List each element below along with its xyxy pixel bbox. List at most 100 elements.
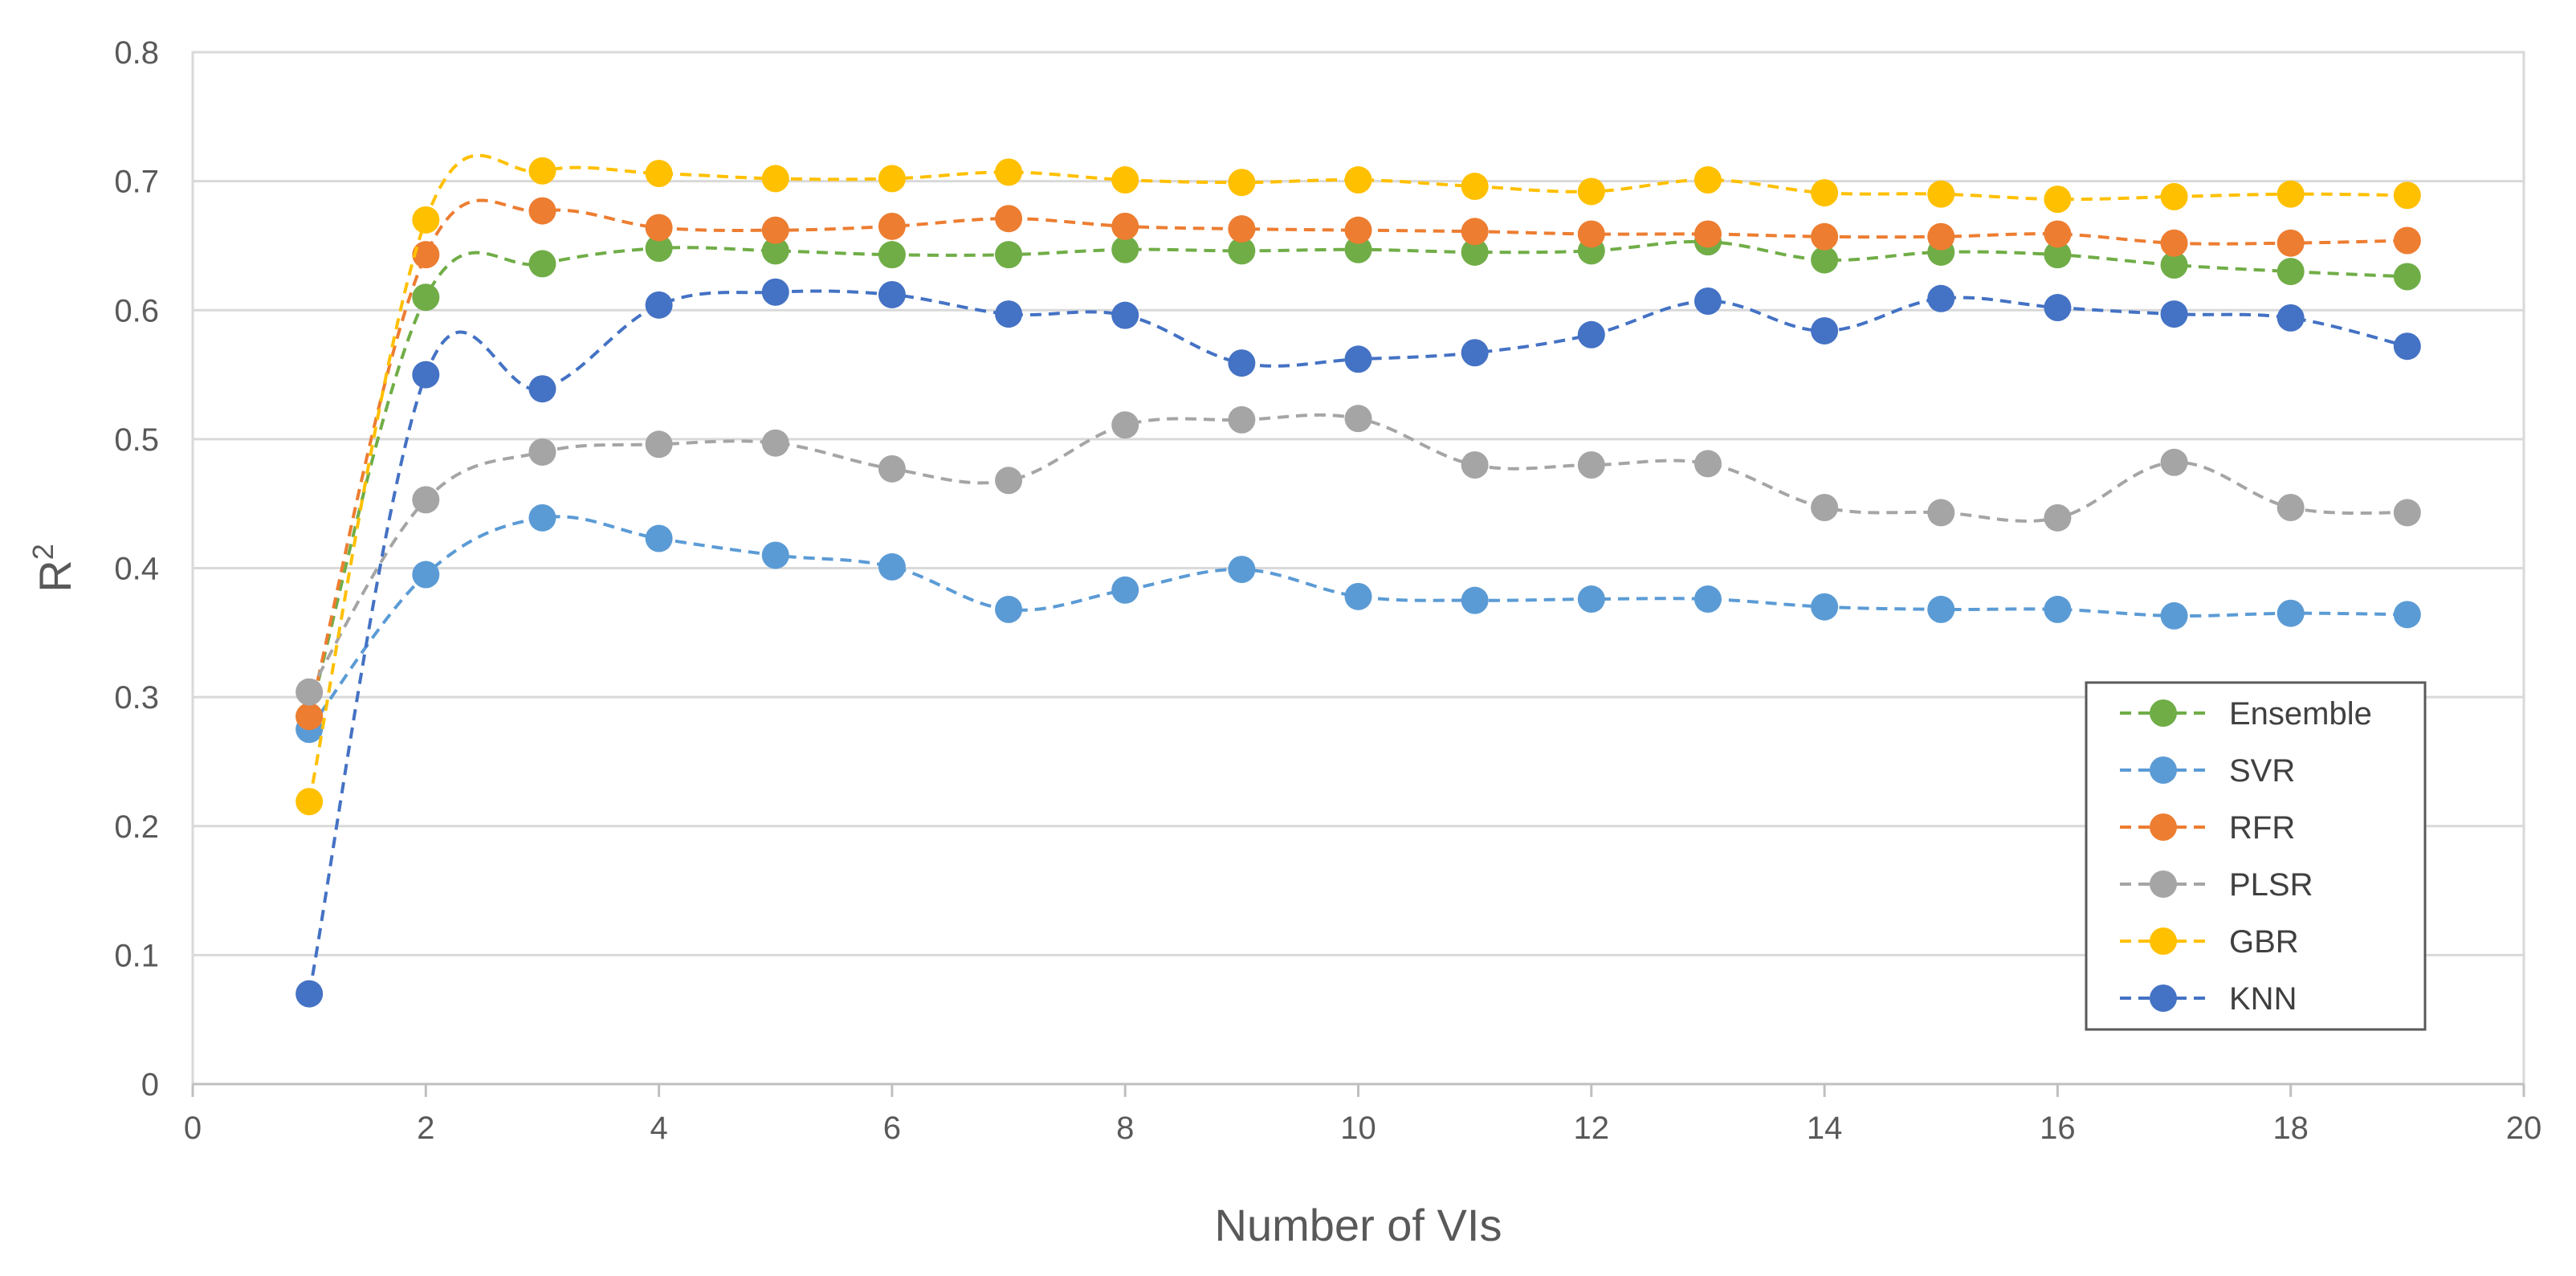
x-tick-label: 20: [2506, 1111, 2542, 1146]
legend-item-knn: KNN: [2120, 981, 2297, 1017]
data-point-svr: [761, 541, 789, 569]
data-point-gbr: [761, 165, 789, 193]
y-axis-title: R2: [26, 544, 80, 592]
data-point-plsr: [2160, 448, 2188, 476]
data-point-svr: [1111, 576, 1139, 604]
data-point-gbr: [296, 788, 324, 816]
x-tick-label: 12: [1574, 1111, 1610, 1146]
y-tick-label: 0.4: [114, 552, 159, 587]
data-point-plsr: [412, 486, 440, 514]
legend-item-plsr: PLSR: [2120, 867, 2313, 903]
data-point-plsr: [645, 430, 673, 459]
data-point-knn: [1577, 320, 1605, 349]
y-tick-label: 0.3: [114, 680, 159, 715]
data-point-ensemble: [1461, 238, 1489, 266]
x-tick-label: 0: [184, 1111, 202, 1146]
series-line-rfr: [308, 198, 2407, 717]
data-point-knn: [2044, 294, 2072, 322]
data-point-svr: [1577, 585, 1605, 614]
legend-label: SVR: [2229, 753, 2295, 789]
data-point-ensemble: [761, 237, 789, 265]
data-point-gbr: [1111, 166, 1139, 194]
data-point-rfr: [1577, 220, 1605, 248]
legend-item-gbr: GBR: [2120, 924, 2299, 960]
x-tick-label: 2: [417, 1111, 434, 1146]
data-point-rfr: [1461, 218, 1489, 246]
data-point-ensemble: [2160, 251, 2188, 279]
legend-item-ensemble: Ensemble: [2120, 696, 2372, 732]
data-point-ensemble: [412, 283, 440, 312]
legend-box: [2085, 681, 2427, 1031]
data-point-rfr: [1344, 216, 1372, 244]
series-svr: [296, 503, 2421, 744]
data-point-svr: [1344, 582, 1372, 610]
data-point-svr: [1461, 586, 1489, 614]
y-axis-title-main: R: [30, 560, 80, 592]
data-point-plsr: [1344, 405, 1372, 433]
data-point-gbr: [2160, 182, 2188, 210]
legend-label: RFR: [2229, 810, 2295, 846]
x-tick-label: 14: [1807, 1111, 1843, 1146]
data-point-gbr: [1461, 173, 1489, 201]
data-point-knn: [1111, 301, 1139, 329]
data-point-ensemble: [2276, 258, 2305, 286]
data-point-plsr: [296, 678, 324, 706]
legend-marker: [2150, 985, 2177, 1012]
x-tick-label: 4: [650, 1111, 667, 1146]
y-tick-label: 0.6: [114, 293, 159, 328]
data-point-plsr: [761, 429, 789, 457]
data-point-plsr: [1461, 451, 1489, 479]
data-point-gbr: [412, 206, 440, 234]
data-point-gbr: [1811, 179, 1839, 207]
data-point-rfr: [296, 703, 324, 731]
data-point-knn: [2160, 300, 2188, 328]
x-tick-label: 16: [2040, 1111, 2076, 1146]
data-point-rfr: [1811, 222, 1839, 251]
data-point-ensemble: [1344, 235, 1372, 263]
x-tick-label: 10: [1340, 1111, 1376, 1146]
data-point-ensemble: [1228, 237, 1256, 265]
y-axis-title-superscript: 2: [26, 544, 59, 560]
series-rfr: [296, 197, 2421, 731]
data-point-plsr: [1811, 494, 1839, 522]
data-point-gbr: [1344, 166, 1372, 194]
series-gbr: [296, 153, 2421, 816]
data-point-plsr: [2276, 494, 2305, 522]
x-tick-label: 8: [1116, 1111, 1134, 1146]
series-layer: [296, 153, 2421, 1008]
data-point-svr: [528, 503, 556, 532]
data-point-plsr: [1228, 406, 1256, 434]
data-point-svr: [2393, 601, 2421, 629]
legend: Ensemble SVR RFR PLSR GBR KNN: [2085, 681, 2427, 1031]
data-point-gbr: [995, 158, 1023, 186]
data-point-rfr: [1927, 222, 1955, 251]
data-point-plsr: [1577, 451, 1605, 479]
series-line-ensemble: [308, 239, 2407, 717]
data-point-svr: [995, 595, 1023, 623]
data-point-knn: [878, 280, 906, 308]
data-point-rfr: [1228, 215, 1256, 243]
data-point-gbr: [645, 159, 673, 187]
y-tick-label: 0: [141, 1067, 159, 1103]
data-point-rfr: [412, 241, 440, 269]
data-point-rfr: [878, 212, 906, 240]
data-point-rfr: [2276, 229, 2305, 257]
data-point-knn: [995, 300, 1023, 328]
data-point-gbr: [528, 157, 556, 185]
data-point-ensemble: [645, 234, 673, 263]
data-point-knn: [1811, 316, 1839, 344]
data-point-svr: [412, 561, 440, 589]
data-point-gbr: [2044, 185, 2072, 214]
y-tick-label: 0.8: [114, 35, 159, 71]
data-point-knn: [528, 375, 556, 403]
data-point-plsr: [995, 467, 1023, 495]
x-tick-label: 6: [883, 1111, 901, 1146]
data-point-knn: [296, 980, 324, 1008]
data-point-knn: [1694, 287, 1722, 316]
data-point-knn: [645, 291, 673, 319]
data-point-rfr: [1111, 212, 1139, 240]
data-point-svr: [645, 524, 673, 552]
data-point-gbr: [1927, 180, 1955, 208]
